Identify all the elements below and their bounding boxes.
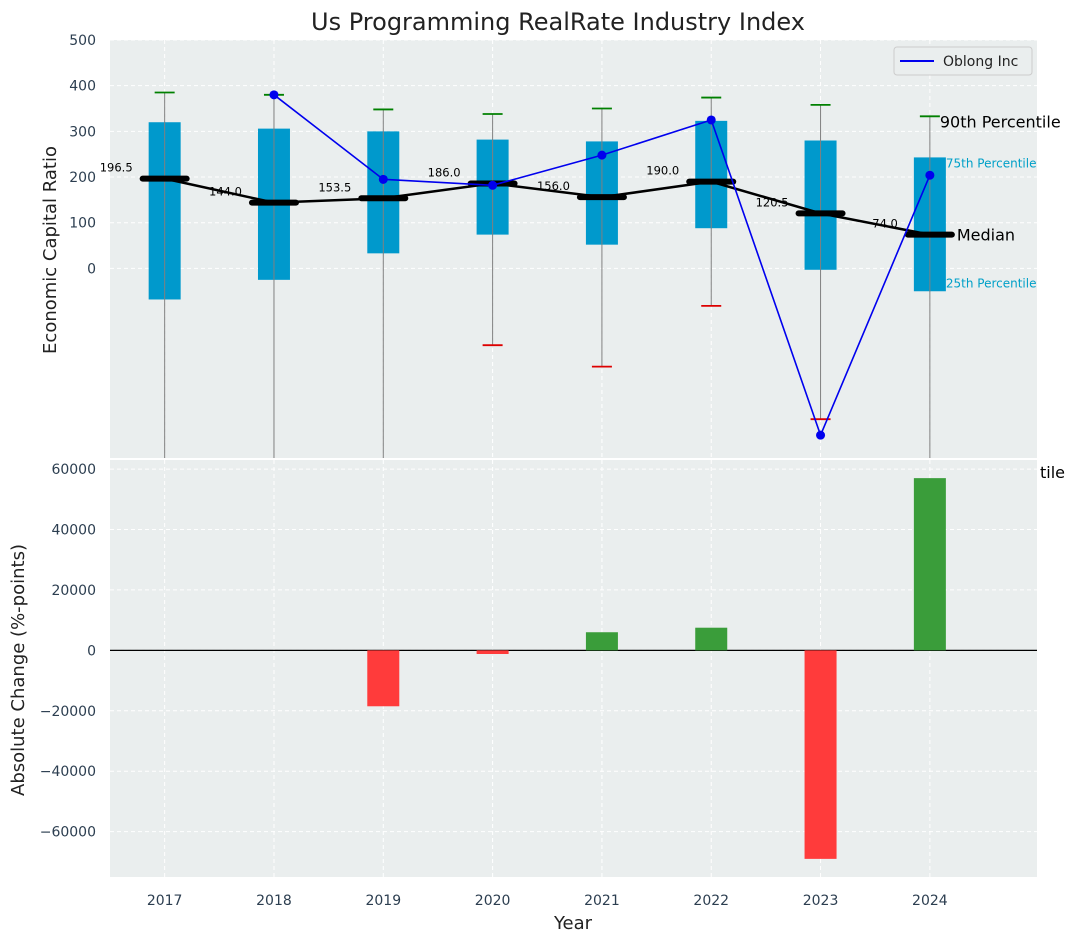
x-tick-label: 2019	[365, 893, 401, 909]
clipped-annotation: tile	[1040, 463, 1065, 482]
chart-title: Us Programming RealRate Industry Index	[311, 8, 805, 36]
top-y-tick-label: 100	[69, 216, 96, 232]
legend-label: Oblong Inc	[943, 54, 1018, 70]
legend: Oblong Inc	[893, 46, 1033, 76]
bottom-y-tick-label: −40000	[40, 764, 96, 780]
x-tick-label: 2022	[693, 893, 729, 909]
top-y-tick-label: 500	[69, 33, 96, 49]
x-axis-label: Year	[553, 913, 593, 934]
median-value-label: 186.0	[428, 165, 461, 179]
bottom-plot-area	[110, 460, 1037, 877]
median-annotation: Median	[957, 226, 1015, 245]
bottom-panel: 60000 40000 20000 0 −20000 −40000 −60000 2017 2…	[8, 460, 1037, 934]
change-bar	[804, 650, 837, 859]
x-tick-label: 2020	[475, 893, 511, 909]
bottom-y-axis-label: Absolute Change (%-points)	[8, 544, 29, 796]
median-value-label: 196.5	[100, 161, 133, 175]
p90-annotation: 90th Percentile	[940, 112, 1061, 131]
change-bar	[476, 650, 509, 654]
series-point-oblong-inc	[269, 90, 279, 100]
median-value-label: 120.5	[756, 195, 789, 209]
p25-annotation: 25th Percentile	[946, 276, 1037, 290]
top-y-tick-label: 300	[69, 124, 96, 140]
x-tick-label: 2017	[147, 893, 183, 909]
bottom-y-tick-label: 40000	[51, 523, 96, 539]
top-y-axis-label: Economic Capital Ratio	[40, 146, 61, 354]
legend-box	[893, 46, 1033, 76]
x-tick-label: 2023	[803, 893, 839, 909]
change-bar	[695, 627, 728, 651]
top-y-tick-label: 400	[69, 79, 96, 95]
median-value-label: 153.5	[318, 180, 351, 194]
series-point-oblong-inc	[816, 430, 826, 440]
top-y-tick-label: 0	[87, 261, 96, 277]
bottom-y-tick-label: 20000	[51, 583, 96, 599]
series-point-oblong-inc	[706, 115, 716, 125]
bottom-y-tick-label: 60000	[51, 462, 96, 478]
bottom-y-tick-label: −60000	[40, 825, 96, 841]
bottom-y-tick-label: 0	[87, 643, 96, 659]
median-value-label: 190.0	[646, 164, 679, 178]
change-bar	[913, 478, 946, 651]
x-tick-label: 2018	[256, 893, 292, 909]
change-bar	[585, 632, 618, 651]
top-y-tick-label: 200	[69, 170, 96, 186]
bottom-y-tick-label: −20000	[40, 704, 96, 720]
series-point-oblong-inc	[378, 174, 388, 184]
series-point-oblong-inc	[488, 180, 498, 190]
x-tick-label: 2021	[584, 893, 620, 909]
median-trend-line	[164, 177, 931, 236]
p75-annotation: 75th Percentile	[946, 156, 1037, 170]
series-point-oblong-inc	[925, 170, 935, 180]
x-tick-label: 2024	[912, 893, 948, 909]
top-plot-area	[110, 40, 1037, 458]
change-bar	[367, 650, 400, 707]
series-point-oblong-inc	[597, 150, 607, 160]
